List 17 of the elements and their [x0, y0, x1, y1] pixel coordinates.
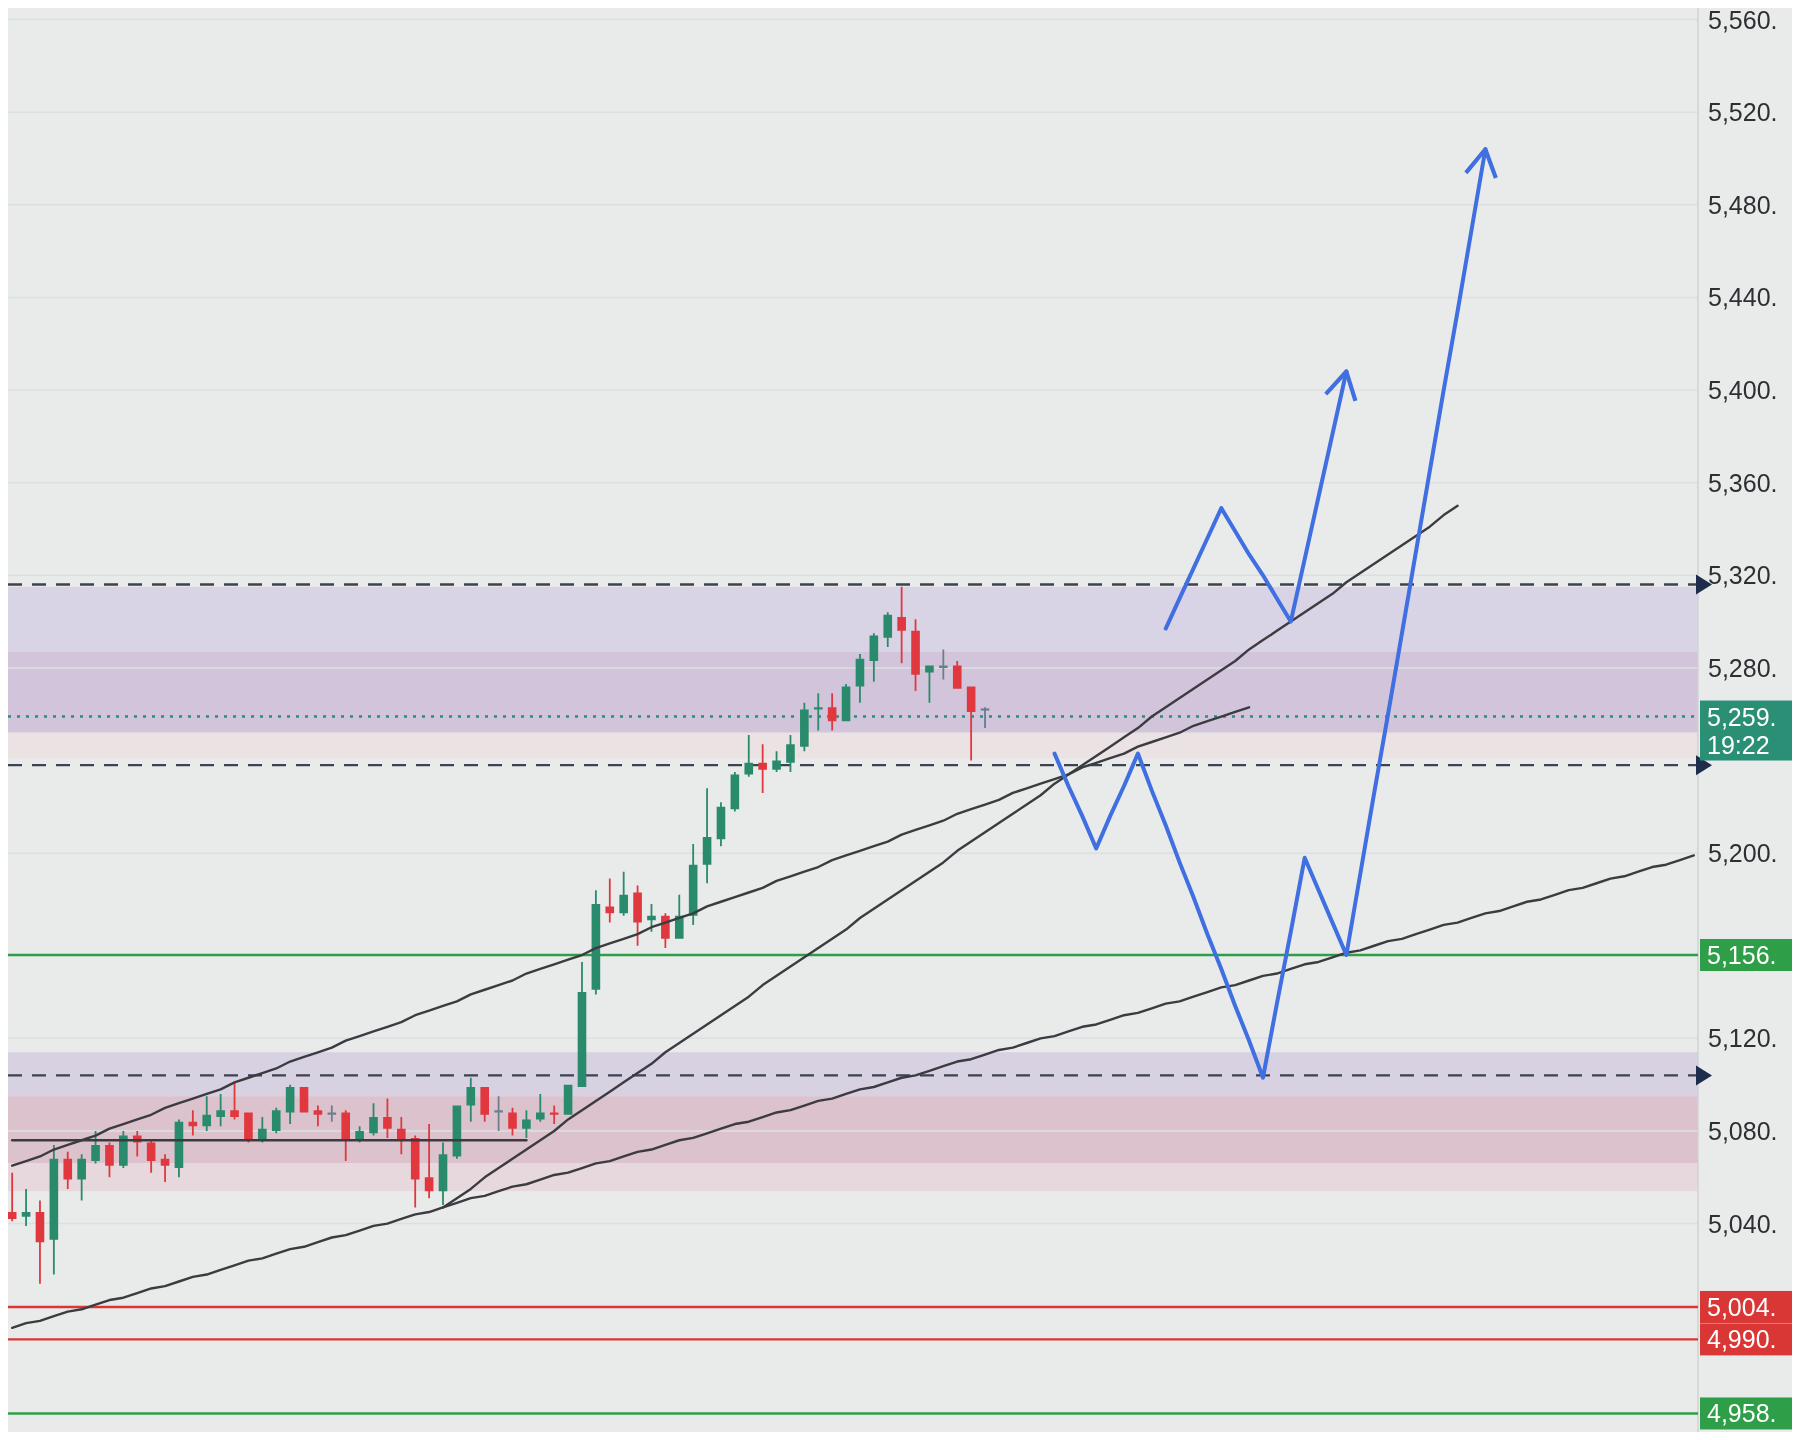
- y-tick-label: 5,440.: [1708, 283, 1778, 312]
- y-tick-label: 5,080.: [1708, 1116, 1778, 1145]
- y-tick-label: 5,280.: [1708, 653, 1778, 682]
- y-tick-label: 5,480.: [1708, 190, 1778, 219]
- ref-line-label: 5,156.: [1707, 941, 1777, 970]
- ref-line-label: 5,259. 19:22: [1707, 702, 1777, 759]
- ref-line-label: 4,990.: [1707, 1325, 1777, 1354]
- y-tick-label: 5,120.: [1708, 1024, 1778, 1053]
- y-tick-label: 5,360.: [1708, 468, 1778, 497]
- y-tick-label: 5,040.: [1708, 1209, 1778, 1238]
- y-tick-label: 5,320.: [1708, 561, 1778, 590]
- y-tick-label: 5,520.: [1708, 98, 1778, 127]
- y-tick-label: 5,200.: [1708, 839, 1778, 868]
- y-tick-label: 5,560.: [1708, 5, 1778, 34]
- y-tick-label: 5,400.: [1708, 376, 1778, 405]
- ref-line-label: 4,958.: [1707, 1399, 1777, 1428]
- ref-line-label: 5,004.: [1707, 1292, 1777, 1321]
